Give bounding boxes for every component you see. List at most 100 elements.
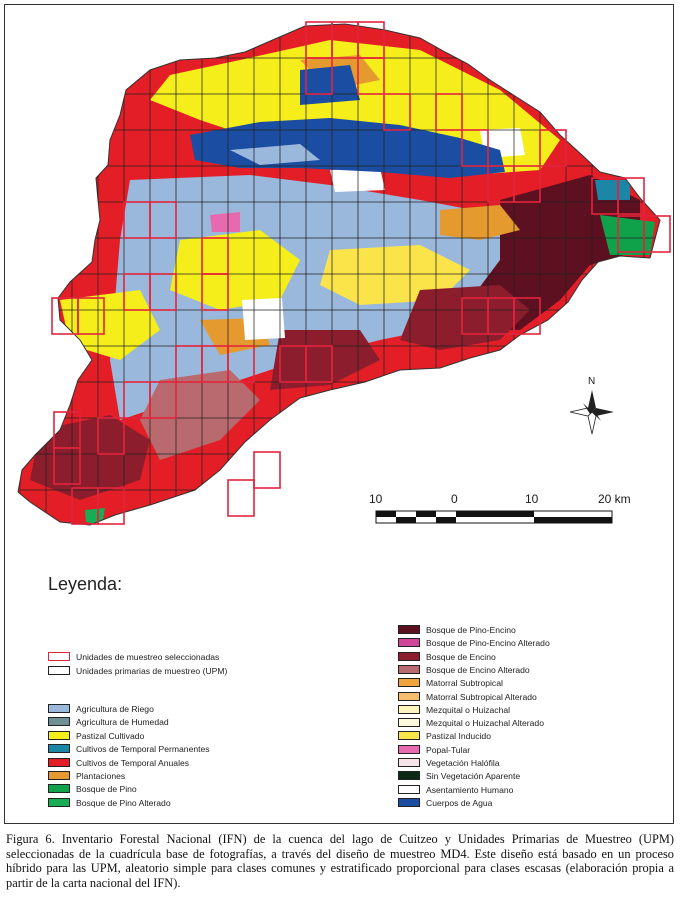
upm-cell [513, 24, 541, 59]
upm-cell [19, 93, 47, 131]
upm-cell [591, 417, 619, 455]
upm-cell [46, 526, 72, 562]
selected-unit [53, 447, 81, 485]
legend-label: Bosque de Encino Alterado [426, 664, 530, 675]
legend-left-item-3: Cultivos de Temporal Permanentes [48, 743, 210, 756]
upm-cell [409, 453, 437, 491]
upm-cell [279, 453, 307, 491]
upm-cell [19, 201, 47, 239]
legend-swatch [48, 744, 70, 754]
upm-cell [383, 417, 411, 455]
upm-cell [45, 345, 73, 383]
upm-cell [19, 129, 47, 167]
upm-cell [98, 526, 124, 562]
upm-cell [45, 129, 73, 167]
upm-cell [409, 417, 437, 455]
upm-cell [358, 526, 384, 562]
upm-cell [45, 201, 73, 239]
legend-label: Unidades de muestreo seleccionadas [76, 652, 220, 662]
upm-cell [19, 165, 47, 203]
upm-cell [591, 273, 619, 311]
legend-right-item-6: Mezquital o Huizachal [398, 704, 510, 717]
legend-swatch [48, 704, 70, 713]
upm-cell [383, 381, 411, 419]
upm-cell [20, 526, 46, 562]
legend-right-item-2: Bosque de Encino [398, 651, 496, 664]
upm-cell [461, 24, 489, 59]
north-label: N [588, 376, 596, 387]
selected-unit [461, 129, 489, 167]
upm-cell [539, 57, 567, 95]
upm-cell [592, 526, 618, 562]
upm-cell [357, 453, 385, 491]
upm-cell [19, 381, 47, 419]
legend-label: Agricultura de Humedad [76, 717, 169, 728]
upm-cell [254, 526, 280, 562]
upm-cell [436, 526, 462, 562]
upm-cell [487, 453, 515, 491]
upm-cell [565, 24, 593, 59]
upm-cell [124, 526, 150, 562]
upm-cell [539, 381, 567, 419]
scale-label-20km: 20 km [598, 492, 631, 506]
upm-cell [643, 24, 660, 59]
upm-cell [617, 273, 645, 311]
upm-cell [513, 381, 541, 419]
upm-cell [591, 57, 619, 95]
upm-cell [591, 93, 619, 131]
upm-cell [71, 165, 99, 203]
scale-label-10-right: 10 [525, 492, 539, 506]
legend-label: Pastizal Inducido [426, 731, 491, 742]
legend-right-item-7: Mezquital o Huizachal Alterado [398, 717, 544, 730]
upm-cell [617, 129, 645, 167]
legend-swatch [48, 784, 70, 794]
legend-left-item-4: Cultivos de Temporal Anuales [48, 757, 189, 770]
upm-cell [591, 309, 619, 347]
upm-cell [176, 526, 202, 562]
legend-right-item-10: Vegetación Halófila [398, 757, 500, 770]
upm-cell [45, 57, 73, 95]
north-arrow-icon [569, 390, 614, 435]
upm-cell [566, 526, 592, 562]
upm-cell [202, 526, 228, 562]
upm-cell [305, 417, 333, 455]
legend-swatch [398, 664, 420, 674]
upm-cell [175, 24, 203, 59]
legend-label: Bosque de Pino-Encino Alterado [426, 638, 550, 649]
legend-left-item-1: Agricultura de Humedad [48, 716, 169, 729]
upm-cell [19, 24, 47, 59]
upm-cell [409, 381, 437, 419]
legend-swatch [398, 731, 420, 741]
upm-cell [487, 417, 515, 455]
legend-label: Mezquital o Huizachal [426, 704, 511, 715]
legend-label: Bosque de Encino [426, 651, 496, 662]
legend-label: Popal-Tular [426, 744, 471, 755]
upm-cell [643, 381, 660, 419]
upm-cell [45, 93, 73, 131]
upm-cell [462, 526, 488, 562]
upm-cell [618, 526, 644, 562]
upm-cell [617, 93, 645, 131]
upm-cell [617, 309, 645, 347]
upm-cell [591, 24, 619, 59]
upm-cell [643, 417, 660, 455]
upm-cell [150, 526, 176, 562]
upm-cell [539, 417, 567, 455]
scale-label-10-left: 10 [369, 492, 383, 506]
upm-cell [643, 453, 660, 491]
selected-unit [617, 177, 645, 215]
legend-label: Matorral Subtropical Alterado [426, 691, 537, 702]
legend-left-item-5: Plantaciones [48, 770, 125, 783]
selected-unit [435, 93, 463, 131]
legend-sampling-item-1: Unidades primarias de muestreo (UPM) [48, 665, 227, 678]
upm-cell [435, 453, 463, 491]
selected-unit [383, 93, 411, 131]
upm-cell [384, 526, 410, 562]
upm-cell [513, 345, 541, 383]
legend-left-item-0: Agricultura de Riego [48, 703, 154, 716]
upm-cell [643, 57, 660, 95]
selected-unit [97, 417, 125, 455]
legend-right-item-8: Pastizal Inducido [398, 730, 491, 743]
upm-cell [71, 24, 99, 59]
upm-cell [149, 24, 177, 59]
